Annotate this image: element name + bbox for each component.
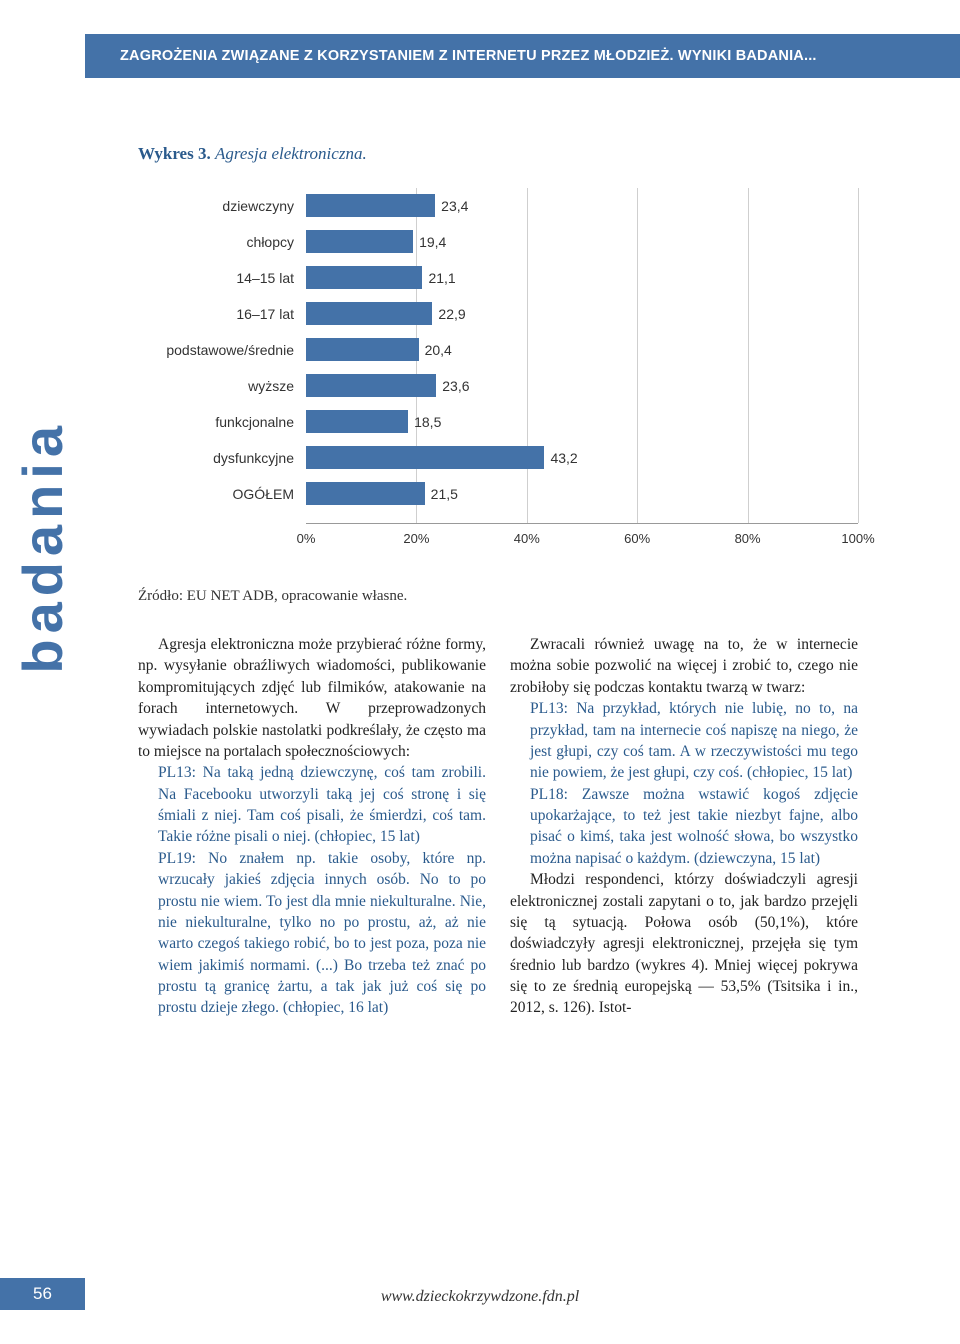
chart-value-label: 18,5 [408,410,441,433]
chart-bar-row: 23,6 [306,374,858,397]
chart-category-label: wyższe [138,374,300,397]
chart-bar-row: 18,5 [306,410,858,433]
chart-tick-label: 80% [735,528,761,548]
body-right-quote: PL13: Na przykład, których nie lubię, no… [510,698,858,869]
chart-bar [306,302,432,325]
chart-tick-label: 100% [841,528,874,548]
body-right-column: Zwracali również uwagę na to, że w inter… [510,634,858,1019]
chart-gridline [858,188,859,523]
body-left-para: Agresja elektroniczna może przybierać ró… [138,634,486,762]
chart-bar [306,230,413,253]
chart-category-label: 14–15 lat [138,266,300,289]
chart-value-label: 23,4 [435,194,468,217]
chart-source: Źródło: EU NET ADB, opracowanie własne. [138,588,407,605]
chart-category-label: dziewczyny [138,194,300,217]
page-header-band: ZAGROŻENIA ZWIĄZANE Z KORZYSTANIEM Z INT… [85,34,960,78]
chart-value-label: 20,4 [419,338,452,361]
chart-bar [306,338,419,361]
chart-bar-row: 23,4 [306,194,858,217]
chart-bar-row: 20,4 [306,338,858,361]
chart-title: Wykres 3. Agresja elektroniczna. [138,144,367,164]
chart-bar [306,410,408,433]
chart-category-label: 16–17 lat [138,302,300,325]
chart-bar [306,482,425,505]
chart-value-label: 21,5 [425,482,458,505]
chart-bar [306,266,422,289]
chart-category-label: funkcjonalne [138,410,300,433]
chart-category-label: OGÓŁEM [138,482,300,505]
chart-bar [306,446,544,469]
chart-bar-row: 21,5 [306,482,858,505]
chart-tick-label: 0% [297,528,316,548]
chart-value-label: 23,6 [436,374,469,397]
chart-value-label: 43,2 [544,446,577,469]
body-right-intro: Zwracali również uwagę na to, że w inter… [510,634,858,698]
chart-plot-area: 23,4 19,4 21,1 22,9 20,4 23,6 18,5 43,2 21,5 [306,188,858,524]
chart-category-label: dysfunkcyjne [138,446,300,469]
body-right-para: Młodzi respondenci, którzy doświadczyli … [510,869,858,1019]
page-header-text: ZAGROŻENIA ZWIĄZANE Z KORZYSTANIEM Z INT… [120,48,817,64]
chart-category-label: chłopcy [138,230,300,253]
chart-title-number: Wykres 3. [138,144,211,163]
chart-value-label: 19,4 [413,230,446,253]
chart-bar [306,374,436,397]
chart-tick-label: 60% [624,528,650,548]
chart-tick-label: 20% [403,528,429,548]
chart-category-label: podstawowe/średnie [138,338,300,361]
chart-bar-row: 22,9 [306,302,858,325]
chart-bar [306,194,435,217]
body-left-quote: PL13: Na taką jedną dziewczynę, coś tam … [138,762,486,1019]
bar-chart: 23,4 19,4 21,1 22,9 20,4 23,6 18,5 43,2 21,5 0% 2… [138,188,858,548]
chart-bar-row: 19,4 [306,230,858,253]
chart-title-text: Agresja elektroniczna. [215,144,367,163]
body-left-column: Agresja elektroniczna może przybierać ró… [138,634,486,1019]
side-section-label: badania [10,420,75,674]
chart-tick-label: 40% [514,528,540,548]
body-columns: Agresja elektroniczna może przybierać ró… [138,634,858,1019]
chart-bar-row: 21,1 [306,266,858,289]
chart-value-label: 22,9 [432,302,465,325]
chart-value-label: 21,1 [422,266,455,289]
chart-bar-row: 43,2 [306,446,858,469]
footer-url: www.dzieckokrzywdzone.fdn.pl [0,1288,960,1306]
